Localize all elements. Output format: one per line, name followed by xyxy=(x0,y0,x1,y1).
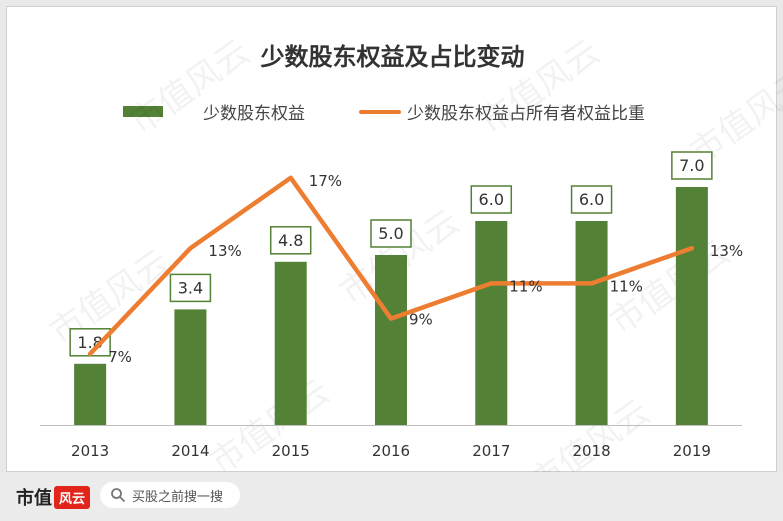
chart-title: 少数股东权益及占比变动 xyxy=(260,43,525,71)
legend-item-line: 少数股东权益占所有者权益比重 xyxy=(359,99,645,124)
bar-value-label: 3.4 xyxy=(178,278,203,297)
bar xyxy=(475,221,508,425)
legend-label-bar: 少数股东权益 xyxy=(203,104,305,124)
x-tick-label: 2015 xyxy=(272,442,310,460)
footer-bar: 市值 风云 买股之前搜一搜 xyxy=(0,472,783,521)
search-placeholder: 买股之前搜一搜 xyxy=(132,489,224,505)
bar-value-box xyxy=(269,226,312,255)
line-value-label: 13% xyxy=(710,242,743,260)
line-value-label: 17% xyxy=(309,172,342,190)
bar-value-label: 6.0 xyxy=(579,190,604,209)
bar-value-box xyxy=(671,151,713,180)
bar xyxy=(375,255,407,425)
bar-value-label: 5.0 xyxy=(378,224,403,243)
bar xyxy=(174,309,207,425)
bar xyxy=(675,187,708,425)
line-value-label: 11% xyxy=(610,277,643,295)
bar-value-label: 4.8 xyxy=(278,231,303,250)
brand-badge: 风云 xyxy=(54,485,91,509)
legend-swatch-bar xyxy=(123,106,163,117)
x-tick-label: 2014 xyxy=(171,442,209,460)
bar-value-box xyxy=(370,219,412,248)
legend-item-bar: 少数股东权益 xyxy=(123,99,305,124)
brand-logo[interactable]: 市值 风云 xyxy=(16,484,91,510)
chart-plot: 1.83.44.8 5.06.0 6.07.07%13%17%9%11% 11%13%… xyxy=(40,151,743,460)
x-tick-label: 2017 xyxy=(472,442,510,460)
line-value-label: 11% xyxy=(509,277,542,295)
bar-value-label: 6.0 xyxy=(479,190,504,209)
search-input[interactable]: 买股之前搜一搜 xyxy=(100,482,240,508)
brand-text: 市值 xyxy=(16,488,52,509)
x-tick-label: 2016 xyxy=(372,442,410,460)
bar xyxy=(575,221,608,425)
search-icon xyxy=(111,488,125,502)
bar-value-label: 7.0 xyxy=(679,156,704,175)
bar-value-box xyxy=(470,185,513,214)
x-tick-label: 2019 xyxy=(673,442,711,460)
line-series xyxy=(87,175,695,357)
chart-legend: 少数股东权益 少数股东权益占所有者权益比重 xyxy=(7,99,778,124)
line-value-label: 7% xyxy=(108,348,132,366)
legend-label-line: 少数股东权益占所有者权益比重 xyxy=(407,104,645,124)
legend-swatch-line xyxy=(359,109,401,114)
x-tick-label: 2018 xyxy=(572,442,610,460)
bar-value-box xyxy=(169,273,212,303)
bar xyxy=(74,363,107,425)
bar xyxy=(274,261,307,425)
x-tick-label: 2013 xyxy=(71,442,109,460)
bar-value-box xyxy=(570,185,613,214)
line-value-label: 13% xyxy=(208,242,241,260)
line-value-label: 9% xyxy=(409,311,433,329)
